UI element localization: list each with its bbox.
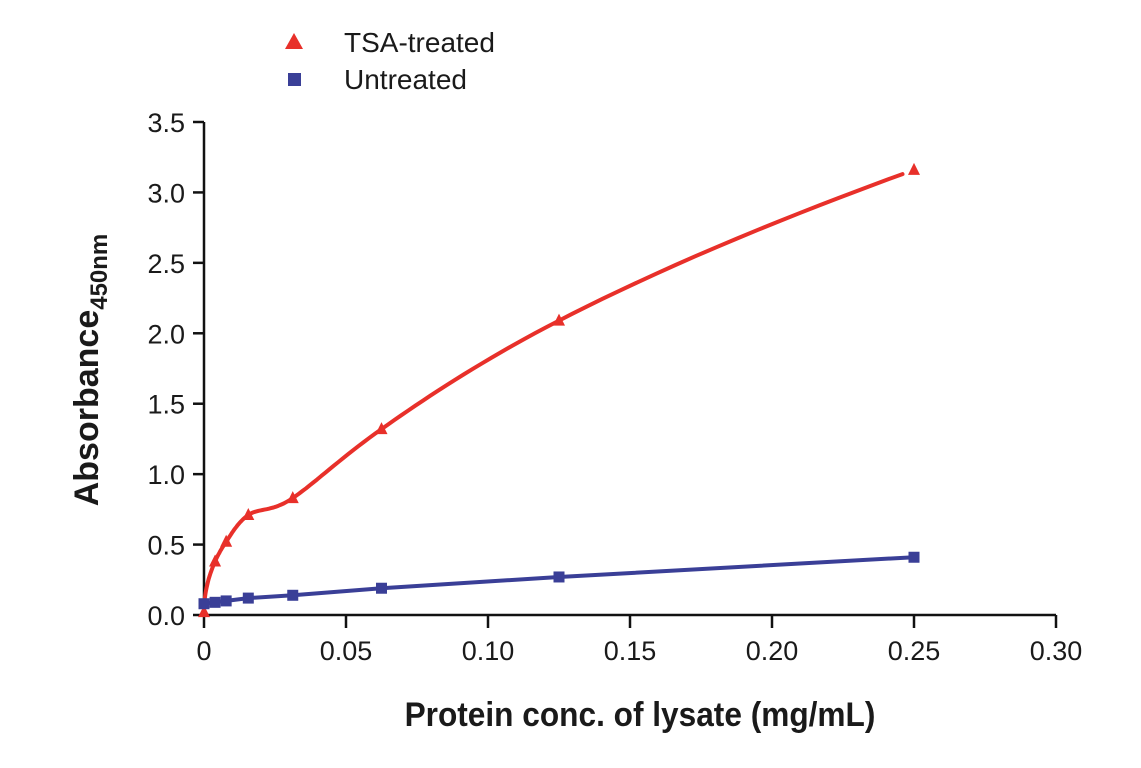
- series-line-tsa-treated: [202, 172, 905, 615]
- y-axis-title-subscript: 450nm: [86, 234, 113, 310]
- y-tick-label: 2.5: [147, 249, 185, 279]
- data-point-untreated: [553, 571, 565, 583]
- data-point-untreated: [220, 595, 232, 607]
- y-tick-label: 3.0: [147, 178, 185, 208]
- y-tick-label: 1.0: [147, 460, 185, 490]
- legend: TSA-treated Untreated: [285, 27, 495, 95]
- y-tick-label: 3.5: [147, 108, 185, 138]
- x-tick-label: 0.15: [604, 636, 657, 666]
- legend-item-tsa-treated: TSA-treated: [285, 27, 495, 58]
- series-curves: [202, 172, 916, 615]
- data-point-untreated: [242, 592, 254, 604]
- data-point-tsa-treated: [198, 605, 210, 618]
- data-point-untreated: [198, 598, 210, 610]
- y-tick-label: 1.5: [147, 390, 185, 420]
- y-tick-label: 2.0: [147, 319, 185, 349]
- x-axis-title: Protein conc. of lysate (mg/mL): [405, 695, 876, 733]
- y-tick-label: 0.0: [147, 601, 185, 631]
- x-tick-label: 0.05: [320, 636, 373, 666]
- y-axis-title-main: Absorbance: [68, 310, 106, 507]
- svg-text:Absorbance450nm: Absorbance450nm: [68, 234, 113, 507]
- series-markers: [198, 162, 920, 618]
- data-point-untreated: [908, 551, 920, 563]
- x-tick-label: 0: [196, 636, 211, 666]
- data-point-untreated: [209, 596, 221, 608]
- data-point-tsa-treated: [286, 491, 299, 504]
- x-tick-label: 0.10: [462, 636, 515, 666]
- axes: 0.0 0.5 1.0 1.5 2.0 2.5 3.0 3.5 0 0.05 0.10 0.15 0.…: [147, 108, 1082, 666]
- legend-triangle-marker: [285, 33, 303, 49]
- data-point-untreated: [287, 589, 299, 601]
- data-point-tsa-treated: [220, 534, 233, 547]
- x-ticks: 0 0.05 0.10 0.15 0.20 0.25 0.30: [196, 615, 1082, 666]
- legend-square-marker: [288, 73, 301, 86]
- y-axis-title: Absorbance450nm: [68, 234, 113, 507]
- x-tick-label: 0.30: [1030, 636, 1083, 666]
- data-point-tsa-treated: [908, 162, 920, 175]
- data-point-tsa-treated: [209, 554, 222, 567]
- legend-item-untreated: Untreated: [288, 64, 467, 95]
- x-tick-label: 0.25: [888, 636, 941, 666]
- x-tick-label: 0.20: [746, 636, 799, 666]
- data-point-tsa-treated: [242, 507, 255, 520]
- data-point-tsa-treated: [553, 313, 565, 326]
- data-point-untreated: [376, 582, 387, 594]
- legend-label-untreated: Untreated: [344, 64, 467, 95]
- legend-label-tsa-treated: TSA-treated: [344, 27, 495, 58]
- y-ticks: 0.0 0.5 1.0 1.5 2.0 2.5 3.0 3.5: [147, 108, 204, 631]
- y-tick-label: 0.5: [147, 531, 185, 561]
- data-point-tsa-treated: [375, 422, 388, 435]
